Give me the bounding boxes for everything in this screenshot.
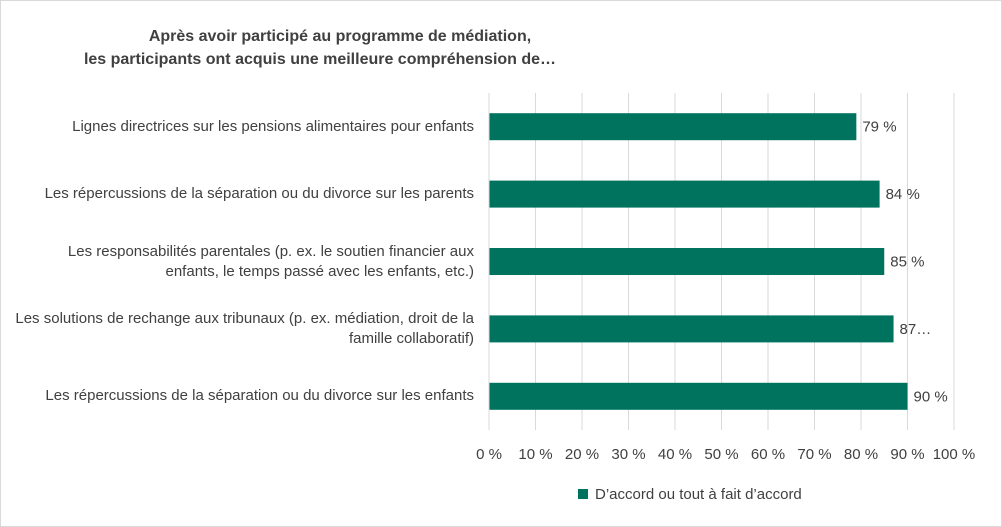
bar (489, 180, 880, 208)
x-tick-label: 40 % (658, 446, 692, 463)
data-label: 84 % (886, 186, 920, 203)
x-tick-label: 90 % (890, 446, 924, 463)
bar (489, 315, 894, 343)
x-tick-label: 50 % (704, 446, 738, 463)
data-label: 79 % (862, 119, 896, 136)
x-tick-label: 20 % (565, 446, 599, 463)
chart-title: les participants ont acquis une meilleur… (84, 51, 556, 68)
x-tick-label: 60 % (751, 446, 785, 463)
chart-title: Après avoir participé au programme de mé… (149, 28, 531, 45)
x-tick-label: 100 % (933, 446, 976, 463)
y-tick-label: Les solutions de rechange aux tribunaux … (15, 309, 474, 347)
x-tick-label: 30 % (611, 446, 645, 463)
bar (489, 113, 857, 141)
legend-label: D’accord ou tout à fait d’accord (595, 486, 802, 503)
x-tick-label: 0 % (476, 446, 502, 463)
legend-swatch (578, 489, 588, 499)
x-tick-label: 10 % (518, 446, 552, 463)
bar (489, 248, 885, 275)
data-label: 85 % (890, 253, 924, 270)
y-tick-label: Lignes directrices sur les pensions alim… (72, 117, 474, 135)
x-tick-label: 80 % (844, 446, 878, 463)
y-tick-label: Les responsabilités parentales (p. ex. l… (67, 242, 474, 280)
y-tick-label: Les répercussions de la séparation ou du… (44, 185, 474, 203)
bar (489, 382, 908, 410)
data-label: 90 % (914, 388, 948, 405)
x-tick-label: 70 % (797, 446, 831, 463)
data-label: 87… (900, 321, 932, 338)
y-tick-label: Les répercussions de la séparation ou du… (45, 387, 474, 405)
